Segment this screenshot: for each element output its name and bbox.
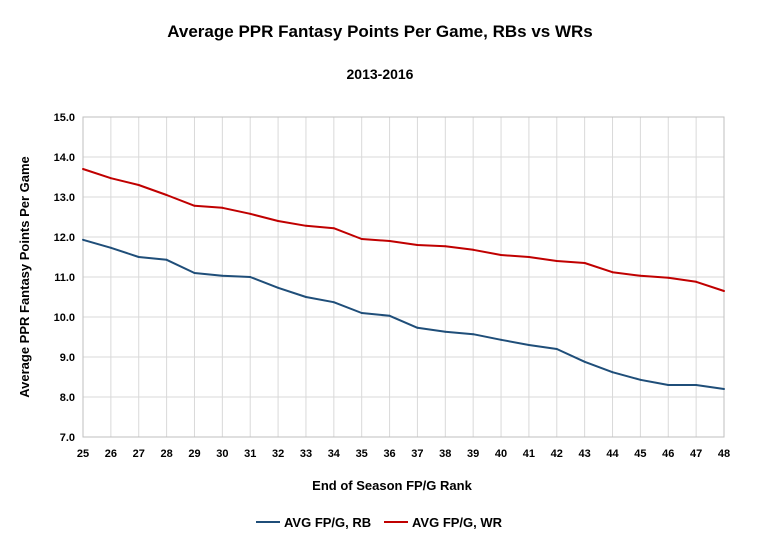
- x-tick-label: 32: [272, 448, 284, 460]
- legend: AVG FP/G, RB AVG FP/G, WR: [256, 515, 503, 530]
- data-point: [193, 204, 196, 207]
- data-point: [165, 258, 168, 261]
- data-point: [193, 272, 196, 274]
- data-point: [304, 296, 307, 298]
- data-point: [667, 276, 670, 279]
- x-tick-label: 46: [662, 448, 674, 460]
- data-point: [137, 184, 140, 186]
- data-point: [555, 260, 558, 262]
- data-point: [667, 384, 670, 386]
- y-tick-label: 11.0: [54, 272, 75, 284]
- data-point: [277, 220, 280, 222]
- x-tick-label: 34: [328, 448, 341, 460]
- data-point: [583, 262, 586, 264]
- data-point: [221, 274, 224, 277]
- data-point: [304, 224, 307, 227]
- data-point: [360, 312, 363, 314]
- series-line-rb: [82, 238, 725, 390]
- gridlines: [82, 116, 725, 438]
- x-tick-label: 35: [356, 448, 368, 460]
- data-point: [109, 246, 112, 249]
- data-point: [221, 206, 224, 209]
- data-point: [472, 248, 475, 251]
- y-axis-label: Average PPR Fantasy Points Per Game: [17, 156, 32, 398]
- x-tick-label: 28: [160, 448, 172, 460]
- x-tick-label: 37: [411, 448, 423, 460]
- x-tick-label: 29: [188, 448, 200, 460]
- x-tick-label: 42: [551, 448, 563, 460]
- x-tick-label: 26: [105, 448, 117, 460]
- y-tick-label: 12.0: [54, 232, 75, 244]
- data-point: [723, 388, 725, 390]
- data-point: [695, 280, 698, 283]
- data-point: [527, 344, 530, 346]
- x-tick-label: 44: [606, 448, 619, 460]
- series-line-wr: [82, 168, 725, 292]
- data-point: [332, 227, 335, 230]
- series-lines: [82, 168, 725, 390]
- data-point: [332, 301, 335, 304]
- y-tick-label: 14.0: [54, 152, 75, 164]
- data-point: [444, 245, 447, 248]
- y-tick-label: 7.0: [60, 432, 75, 444]
- x-tick-label: 38: [439, 448, 451, 460]
- data-point: [639, 274, 642, 277]
- data-point: [583, 360, 586, 363]
- chart-subtitle: 2013-2016: [347, 66, 414, 82]
- plot-area-border: [82, 116, 725, 438]
- data-point: [137, 256, 140, 258]
- data-point: [611, 271, 614, 274]
- y-tick-label: 10.0: [54, 312, 75, 324]
- data-point: [472, 333, 475, 336]
- data-point: [277, 286, 280, 289]
- x-axis-ticks: 25 26 27 28 29 30 31 32 33 34 35 36 37 38 39 40 41 42 43 44…: [77, 448, 730, 460]
- x-tick-label: 45: [634, 448, 646, 460]
- data-point: [444, 330, 447, 333]
- x-axis-label: End of Season FP/G Rank: [312, 478, 472, 493]
- data-point: [388, 314, 391, 317]
- y-axis-ticks: 7.0 8.0 9.0 10.0 11.0 12.0 13.0 14.0 15.0: [54, 112, 75, 444]
- data-point: [555, 348, 558, 350]
- x-tick-label: 25: [77, 448, 89, 460]
- data-point: [82, 168, 84, 170]
- y-tick-label: 15.0: [54, 112, 75, 124]
- data-point: [109, 177, 112, 180]
- legend-label-rb: AVG FP/G, RB: [284, 515, 371, 530]
- data-point: [82, 238, 84, 241]
- y-tick-label: 8.0: [60, 392, 75, 404]
- x-tick-label: 33: [300, 448, 312, 460]
- legend-label-wr: AVG FP/G, WR: [412, 515, 503, 530]
- x-tick-label: 36: [383, 448, 395, 460]
- x-tick-label: 31: [244, 448, 256, 460]
- data-point: [527, 256, 530, 258]
- data-point: [416, 326, 419, 329]
- data-point: [639, 378, 642, 381]
- data-point: [611, 371, 614, 374]
- data-point: [723, 290, 725, 292]
- x-tick-label: 39: [467, 448, 479, 460]
- data-point: [388, 240, 391, 242]
- data-point: [165, 194, 168, 196]
- y-tick-label: 9.0: [60, 352, 75, 364]
- x-tick-label: 30: [216, 448, 228, 460]
- x-tick-label: 40: [495, 448, 507, 460]
- data-point: [500, 254, 503, 256]
- x-tick-label: 48: [718, 448, 730, 460]
- x-tick-label: 43: [579, 448, 591, 460]
- data-point: [360, 238, 363, 240]
- data-point: [249, 276, 252, 278]
- x-tick-label: 47: [690, 448, 702, 460]
- data-point: [695, 384, 698, 386]
- x-tick-label: 41: [523, 448, 535, 460]
- data-point: [249, 212, 252, 215]
- chart-title: Average PPR Fantasy Points Per Game, RBs…: [167, 22, 592, 41]
- x-tick-label: 27: [133, 448, 145, 460]
- data-point: [416, 244, 419, 246]
- data-point: [500, 338, 503, 341]
- y-tick-label: 13.0: [54, 192, 75, 204]
